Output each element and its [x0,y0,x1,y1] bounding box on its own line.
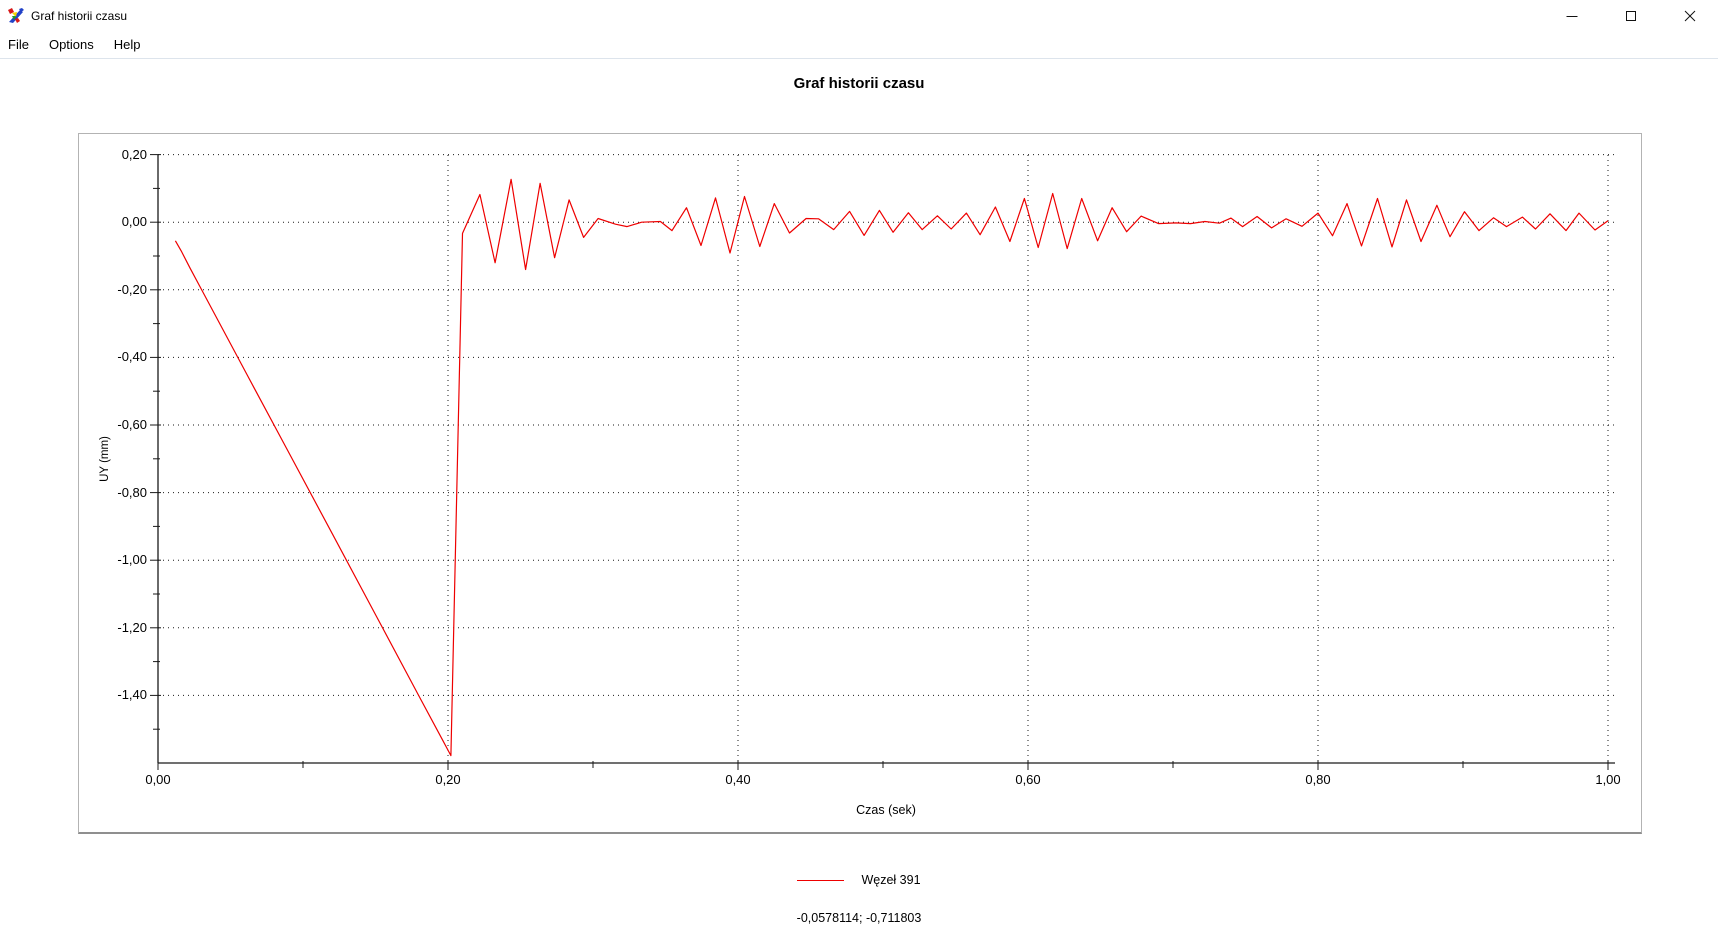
legend-line-sample [797,879,845,881]
window-title: Graf historii czasu [31,9,128,23]
client-area: Graf historii czasu 0,20 0,00 -0,20 -0,40 -0… [0,59,1718,942]
legend: Węzeł 391 [0,871,1718,889]
x-axis-title: Czas (sek) [856,803,916,817]
menu-bar: File Options Help [0,31,1718,59]
minimize-button[interactable] [1547,0,1597,31]
close-button[interactable] [1665,0,1715,31]
status-coordinates: -0,0578114; -0,711803 [796,911,922,925]
menu-item-options[interactable]: Options [48,37,94,52]
legend-label: Węzeł 391 [861,873,921,887]
app-icon [7,7,25,25]
chart-title: Graf historii czasu [793,75,925,92]
chart-panel[interactable] [78,133,1642,834]
y-axis-title: UY (mm) [99,436,111,482]
maximize-button[interactable] [1606,0,1656,31]
menu-item-file[interactable]: File [8,37,29,52]
menu-item-help[interactable]: Help [113,37,141,52]
title-bar: Graf historii czasu [0,0,1718,31]
